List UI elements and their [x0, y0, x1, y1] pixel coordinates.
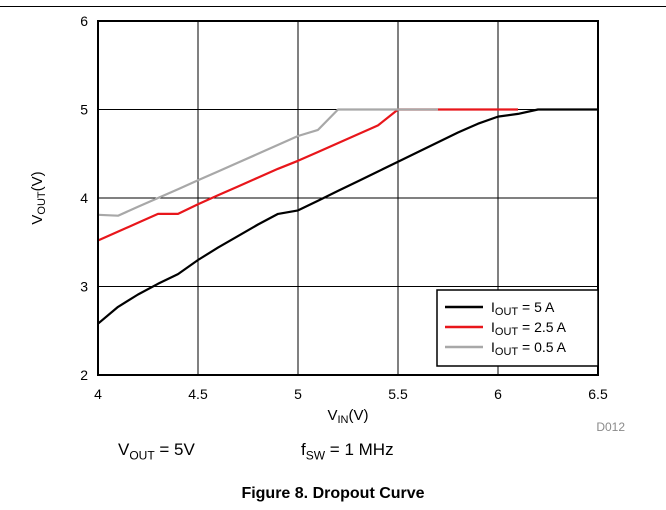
- y-tick-label: 5: [80, 102, 88, 118]
- y-axis-label: VOUT(V): [29, 171, 48, 224]
- series-line-2: [97, 108, 518, 242]
- figure-code: D012: [596, 420, 625, 434]
- legend-label-2: IOUT = 2.5 A: [491, 319, 567, 338]
- series-line-3: [97, 108, 438, 217]
- x-tick-label: 4: [94, 386, 102, 402]
- dropout-curve-chart: 4 4.5 5 5.5 6 6.5 2 3 4 5 6 VIN(V) VOUT(V) IOUT =…: [29, 13, 625, 434]
- fsw-condition: fSW = 1 MHz: [301, 440, 394, 463]
- y-tick-labels: 2 3 4 5 6: [80, 13, 88, 383]
- x-axis-label: VIN(V): [327, 407, 368, 426]
- y-tick-label: 6: [80, 13, 88, 29]
- vout-condition: VOUT = 5V: [118, 440, 195, 463]
- x-tick-label: 5: [294, 386, 302, 402]
- top-cropped-strip: [0, 0, 666, 7]
- x-tick-label: 6.5: [588, 386, 608, 402]
- series-line-1: [97, 108, 598, 325]
- x-tick-label: 4.5: [188, 386, 208, 402]
- y-tick-label: 3: [80, 279, 88, 295]
- y-tick-label: 4: [80, 190, 88, 206]
- legend-label-3: IOUT = 0.5 A: [491, 339, 567, 358]
- x-tick-labels: 4 4.5 5 5.5 6 6.5: [94, 386, 608, 402]
- legend-label-1: IOUT = 5 A: [491, 299, 555, 318]
- figure-caption: Figure 8. Dropout Curve: [241, 485, 425, 502]
- y-tick-label: 2: [80, 367, 88, 383]
- x-tick-label: 6: [494, 386, 502, 402]
- x-tick-label: 5.5: [388, 386, 408, 402]
- plot-frame: [97, 20, 599, 376]
- series-group: [97, 108, 598, 325]
